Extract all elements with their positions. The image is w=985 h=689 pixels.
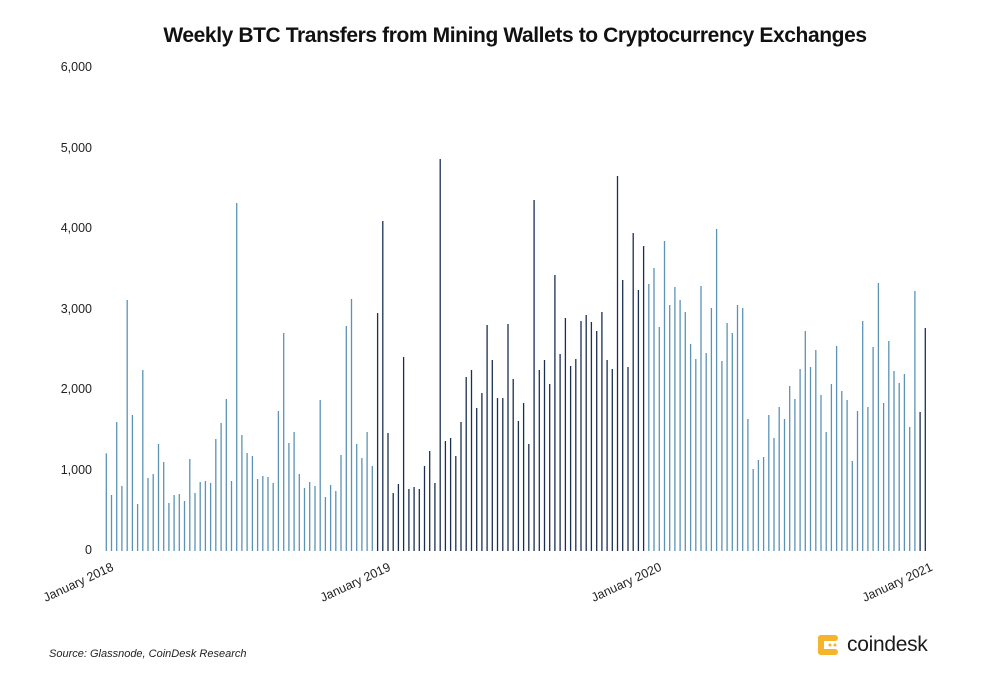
coindesk-logo: coindesk	[818, 633, 928, 657]
y-tick-label: 5,000	[60, 140, 92, 155]
coindesk-logo-text: coindesk	[847, 633, 928, 656]
source-note: Source: Glassnode, CoinDesk Research	[49, 648, 247, 660]
y-tick-label: 3,000	[60, 301, 92, 316]
y-tick-label: 2,000	[60, 382, 92, 396]
y-tick-label: 1,000	[60, 462, 92, 477]
coindesk-logo-icon	[818, 634, 840, 656]
chart-title: Weekly BTC Transfers from Mining Wallets…	[163, 24, 867, 47]
y-tick-label: 6,000	[60, 60, 92, 74]
y-tick-label: 0	[85, 543, 92, 557]
y-tick-label: 4,000	[60, 221, 92, 235]
